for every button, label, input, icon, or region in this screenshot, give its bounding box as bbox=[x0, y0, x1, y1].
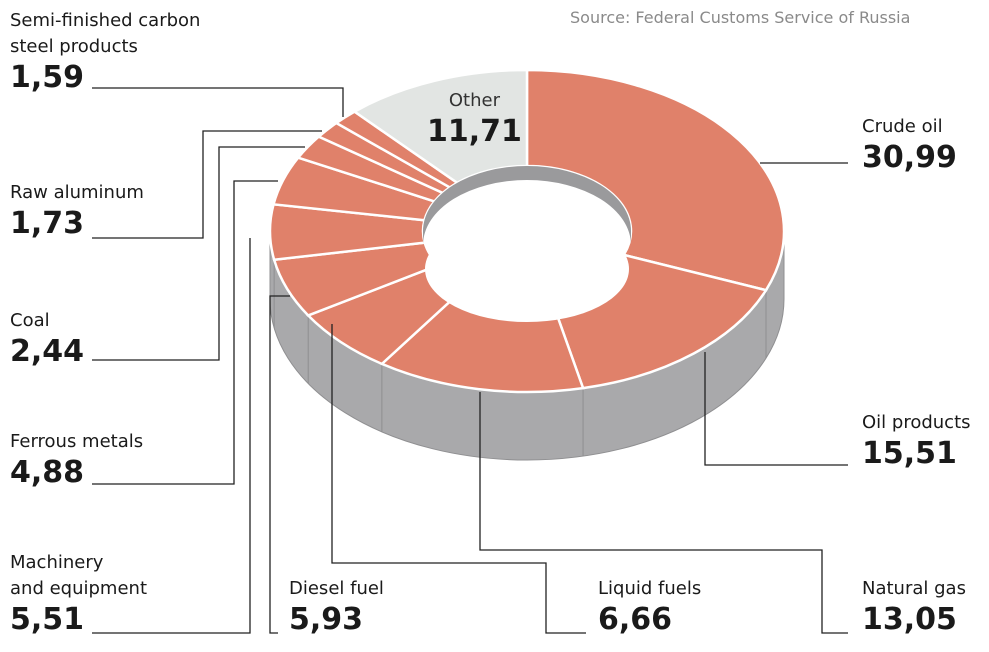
label-oil-products: Oil products 15,51 bbox=[862, 410, 971, 472]
leader-line-ferrous bbox=[92, 180, 278, 485]
label-coal-name: Coal bbox=[10, 310, 50, 331]
label-diesel-fuel-name: Diesel fuel bbox=[289, 578, 384, 599]
leader-line-aluminum bbox=[92, 130, 322, 239]
label-raw-aluminum-value: 1,73 bbox=[10, 206, 85, 241]
label-semi-finished-name: Semi-finished carbon steel products bbox=[10, 10, 201, 57]
leader-line-diesel-fuel bbox=[269, 295, 290, 634]
label-raw-aluminum-name: Raw aluminum bbox=[10, 182, 144, 203]
label-oil-products-name: Oil products bbox=[862, 412, 971, 433]
label-machinery: Machinery and equipment 5,51 bbox=[10, 550, 147, 638]
label-coal-value: 2,44 bbox=[10, 334, 85, 369]
leader-lines bbox=[92, 87, 848, 634]
label-ferrous-metals-value: 4,88 bbox=[10, 455, 85, 490]
label-coal: Coal 2,44 bbox=[10, 308, 84, 370]
label-natural-gas-name: Natural gas bbox=[862, 578, 966, 599]
label-natural-gas: Natural gas 13,05 bbox=[862, 576, 966, 638]
label-other-name: Other bbox=[448, 90, 500, 111]
label-crude-oil-name: Crude oil bbox=[862, 116, 943, 137]
label-liquid-fuels: Liquid fuels 6,66 bbox=[598, 576, 701, 638]
label-diesel-fuel-value: 5,93 bbox=[289, 602, 364, 637]
leader-line-natural-gas bbox=[479, 392, 848, 634]
label-natural-gas-value: 13,05 bbox=[862, 602, 957, 637]
label-liquid-fuels-name: Liquid fuels bbox=[598, 578, 702, 599]
label-semi-finished: Semi-finished carbon steel products 1,59 bbox=[10, 8, 200, 96]
label-liquid-fuels-value: 6,66 bbox=[598, 602, 673, 637]
leader-line-coal bbox=[92, 146, 305, 361]
label-diesel-fuel: Diesel fuel 5,93 bbox=[289, 576, 384, 638]
label-raw-aluminum: Raw aluminum 1,73 bbox=[10, 180, 144, 242]
label-ferrous-metals: Ferrous metals 4,88 bbox=[10, 429, 143, 491]
leader-line-semi bbox=[92, 87, 344, 117]
donut-hole bbox=[423, 166, 631, 322]
leader-line-machinery bbox=[92, 238, 251, 634]
source-note: Source: Federal Customs Service of Russi… bbox=[570, 8, 911, 27]
label-machinery-name: Machinery and equipment bbox=[10, 552, 147, 599]
label-ferrous-metals-name: Ferrous metals bbox=[10, 431, 144, 452]
label-crude-oil: Crude oil 30,99 bbox=[862, 114, 957, 176]
leader-line-liquid-fuels bbox=[331, 324, 586, 634]
leader-line-oil-products bbox=[704, 352, 848, 466]
hole-inner-wall bbox=[423, 166, 631, 245]
label-semi-finished-value: 1,59 bbox=[10, 60, 85, 95]
label-crude-oil-value: 30,99 bbox=[862, 140, 957, 175]
hole-opening bbox=[425, 216, 629, 322]
label-machinery-value: 5,51 bbox=[10, 602, 85, 637]
label-other-value: 11,71 bbox=[427, 114, 522, 149]
label-oil-products-value: 15,51 bbox=[862, 436, 957, 471]
label-other: Other 11,71 bbox=[427, 88, 522, 150]
